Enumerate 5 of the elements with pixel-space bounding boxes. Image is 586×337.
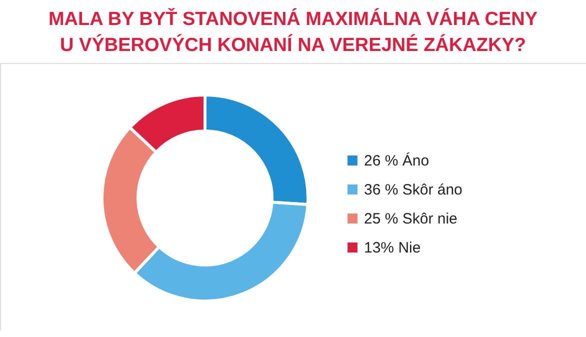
legend-label: 25 % Skôr nie (364, 210, 458, 228)
legend-label: 13% Nie (364, 240, 421, 256)
chart-title: MALA BY BYŤ STANOVENÁ MAXIMÁLNA VÁHA CENY U VÝBEROVÝCH KONANÍ NA VEREJNÉ ZÁKAZKY? (48, 7, 538, 56)
legend-label: 36 % Skôr áno (364, 182, 462, 198)
legend-label: 26 % Áno (364, 152, 430, 170)
